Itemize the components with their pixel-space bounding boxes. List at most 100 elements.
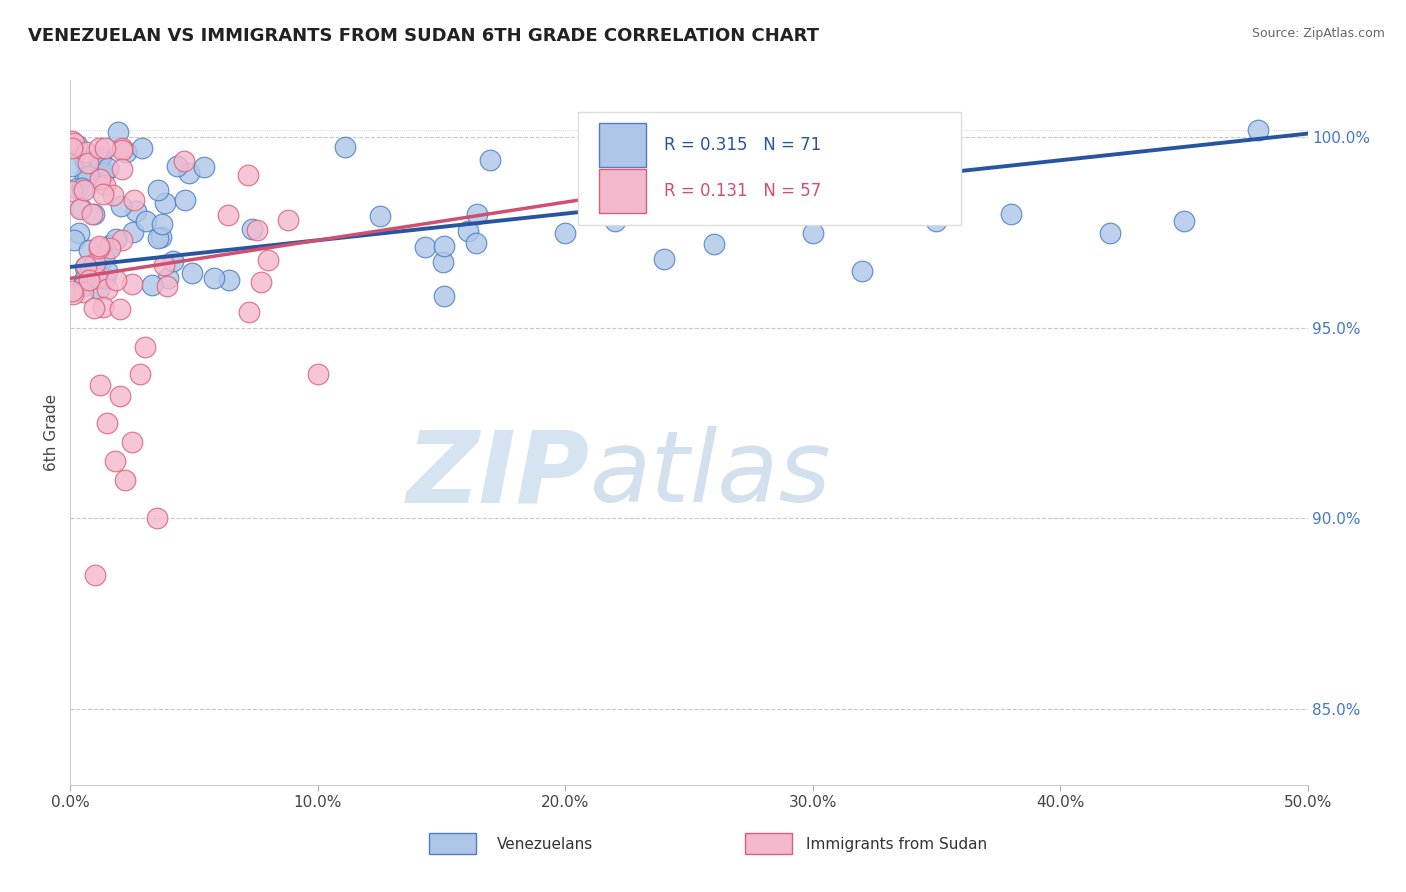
Point [96,281,118,295]
Point [149,230,172,244]
Point [122,226,145,240]
Point [84,568,107,582]
Point [801,226,824,240]
Point [111,141,134,155]
Point [77,169,100,183]
Point [96,263,118,277]
Point [246,223,269,237]
Point [111,162,134,177]
Point [134,340,156,354]
Point [104,454,127,468]
Point [86,270,108,285]
Point [457,224,479,238]
Point [114,473,136,487]
Text: Immigrants from Sudan: Immigrants from Sudan [807,838,987,853]
Point [73,154,96,169]
Point [146,183,169,197]
Point [162,254,184,268]
Point [193,160,215,174]
Point [60,134,83,148]
Text: ZIP: ZIP [406,426,591,524]
FancyBboxPatch shape [745,833,792,854]
Point [1173,214,1195,228]
Point [72,278,94,293]
Point [925,214,948,228]
Point [110,199,132,213]
Point [107,125,129,139]
Point [75,145,97,159]
Point [277,212,299,227]
Point [96,161,118,175]
Point [72,181,94,195]
Point [104,273,127,287]
Point [94,271,117,285]
Point [91,186,114,201]
Point [73,183,96,197]
Point [60,141,83,155]
Point [368,209,391,223]
Point [465,207,488,221]
Point [177,166,200,180]
Point [60,160,83,174]
Point [554,226,576,240]
Point [69,202,91,217]
FancyBboxPatch shape [578,112,962,225]
Point [603,214,626,228]
Point [75,169,97,184]
Point [108,301,131,316]
Point [217,208,239,222]
Point [77,155,100,169]
Point [153,258,176,272]
Point [89,378,111,392]
FancyBboxPatch shape [429,833,477,854]
Point [121,277,143,292]
Point [1000,206,1022,220]
Point [121,435,143,450]
Point [77,243,100,257]
Point [156,279,179,293]
Point [128,367,150,381]
Point [62,286,84,301]
Point [111,143,134,157]
Text: R = 0.315   N = 71: R = 0.315 N = 71 [664,136,821,154]
Point [63,136,86,151]
Point [202,271,225,285]
Point [75,259,97,273]
Point [218,273,240,287]
Y-axis label: 6th Grade: 6th Grade [44,394,59,471]
Point [141,277,163,292]
Text: VENEZUELAN VS IMMIGRANTS FROM SUDAN 6TH GRADE CORRELATION CHART: VENEZUELAN VS IMMIGRANTS FROM SUDAN 6TH … [28,27,820,45]
Point [87,140,110,154]
Point [87,241,110,255]
Point [166,160,188,174]
Point [433,238,456,252]
Point [101,188,124,202]
Point [67,226,90,240]
Point [125,203,148,218]
Point [464,236,486,251]
Point [333,139,356,153]
Point [115,145,138,159]
Point [63,233,86,247]
Point [173,154,195,169]
Point [249,276,271,290]
Point [94,178,117,193]
Point [652,252,675,267]
Point [79,264,101,278]
Point [98,241,121,255]
Point [93,166,115,180]
Point [87,153,110,167]
Point [413,239,436,253]
Point [307,367,329,381]
Point [433,289,456,303]
Point [153,196,176,211]
Point [108,389,131,403]
Point [70,202,93,216]
Point [72,285,94,300]
Point [156,270,179,285]
Point [150,217,173,231]
Point [90,150,112,164]
Point [180,266,202,280]
Point [66,137,89,152]
Point [60,284,83,298]
